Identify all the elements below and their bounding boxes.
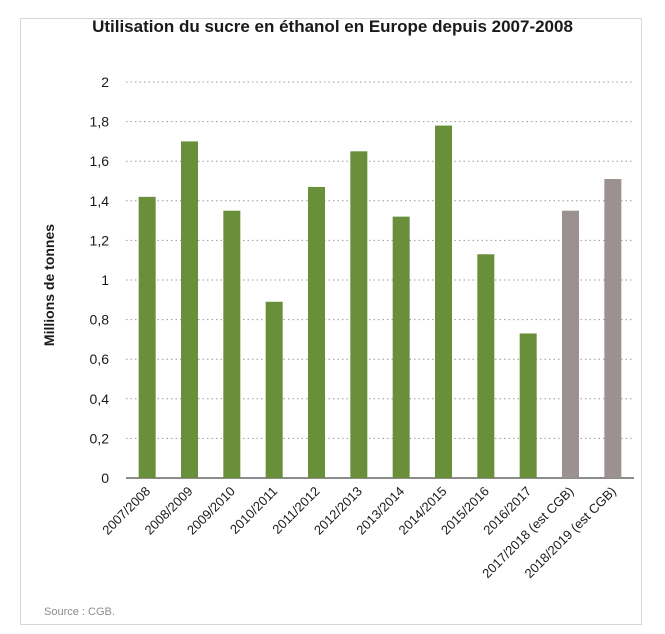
bar — [519, 333, 537, 478]
bar — [265, 301, 283, 478]
bar — [138, 196, 156, 478]
y-tick-label: 1,8 — [90, 114, 110, 130]
y-tick-label: 0,4 — [90, 391, 110, 407]
y-tick-label: 1,4 — [90, 193, 110, 209]
y-tick-label: 1,6 — [90, 153, 110, 169]
bar — [350, 151, 368, 479]
y-tick-label: 0,2 — [90, 430, 110, 446]
bar — [308, 186, 325, 478]
bar — [223, 210, 241, 478]
chart-frame — [20, 18, 642, 625]
bar — [435, 125, 452, 478]
y-tick-label: 0,6 — [90, 351, 110, 367]
chart-title: Utilisation du sucre en éthanol en Europ… — [92, 17, 573, 36]
y-tick-label: 1 — [101, 272, 109, 288]
bar — [181, 141, 198, 478]
bar — [604, 179, 622, 478]
bar — [562, 210, 579, 478]
bar — [392, 216, 410, 478]
bar — [477, 254, 495, 478]
source-note: Source : CGB. — [44, 606, 115, 618]
y-tick-label: 0 — [101, 470, 109, 486]
y-tick-label: 0,8 — [90, 312, 110, 328]
y-tick-label: 1,2 — [90, 232, 110, 248]
y-tick-label: 2 — [101, 74, 109, 90]
